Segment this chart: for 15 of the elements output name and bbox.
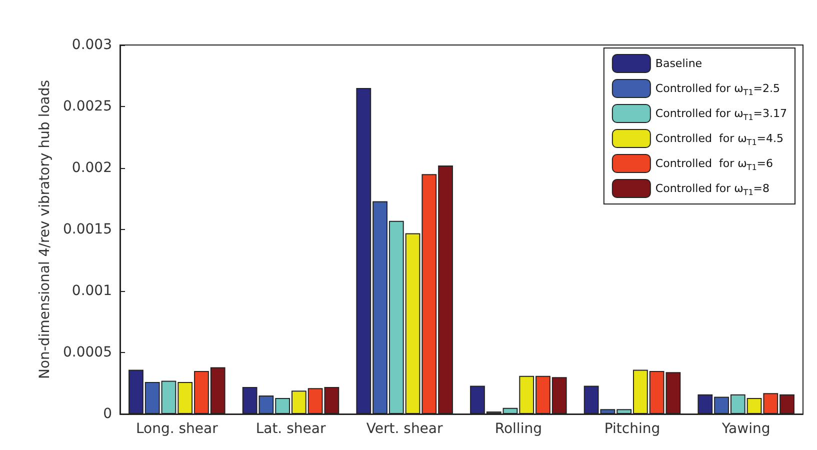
x-tick-label: Pitching <box>604 421 660 437</box>
y-tick-label: 0.001 <box>72 283 112 299</box>
x-tick-label: Long. shear <box>136 421 218 437</box>
x-tick-label: Lat. shear <box>256 421 326 437</box>
x-tick-label: Vert. shear <box>366 421 444 437</box>
x-tick-label: Yawing <box>720 421 770 437</box>
y-tick-label: 0 <box>103 406 112 422</box>
y-tick-label: 0.0005 <box>63 344 112 360</box>
x-tick-label: Rolling <box>494 421 542 437</box>
y-tick-label: 0.003 <box>72 37 112 53</box>
y-tick-label: 0.0015 <box>63 222 112 238</box>
y-axis-title: Non-dimensional 4/rev vibratory hub loads <box>37 80 54 380</box>
y-tick-label: 0.0025 <box>63 98 112 114</box>
y-tick-label: 0.002 <box>72 160 112 176</box>
legend-label: Baseline <box>655 57 702 70</box>
